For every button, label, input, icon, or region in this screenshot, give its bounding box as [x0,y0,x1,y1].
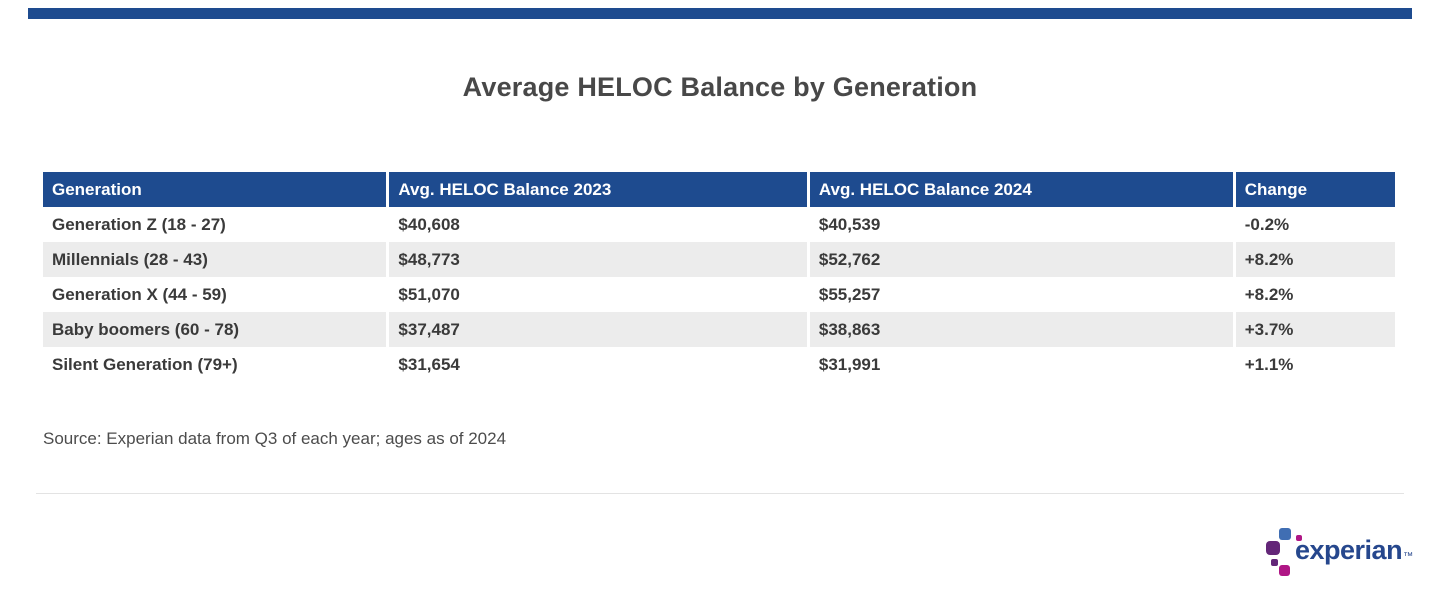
cell-change: +3.7% [1232,312,1395,347]
column-header-generation: Generation [43,172,387,207]
top-accent-bar [28,8,1412,19]
cell-balance-2023: $51,070 [386,277,806,312]
cell-change: -0.2% [1232,207,1395,242]
cell-balance-2024: $40,539 [806,207,1233,242]
table-row-baby-boomers: Baby boomers (60 - 78) $37,487 $38,863 +… [43,312,1395,347]
logo-dot-magenta-icon [1279,565,1290,576]
cell-generation: Baby boomers (60 - 78) [43,312,387,347]
heloc-balance-table: Generation Avg. HELOC Balance 2023 Avg. … [43,172,1395,382]
table-row-millennials: Millennials (28 - 43) $48,773 $52,762 +8… [43,242,1395,277]
logo-dot-small-magenta-icon [1296,535,1302,541]
table-row-gen-x: Generation X (44 - 59) $51,070 $55,257 +… [43,277,1395,312]
cell-change: +8.2% [1232,242,1395,277]
source-note: Source: Experian data from Q3 of each ye… [43,429,507,448]
logo-dot-purple-icon [1266,541,1280,555]
logo-dot-blue-icon [1279,528,1291,540]
cell-balance-2024: $31,991 [806,347,1233,382]
cell-balance-2024: $38,863 [806,312,1233,347]
cell-generation: Generation X (44 - 59) [52,284,227,304]
table-row-silent-generation: Silent Generation (79+) $31,654 $31,991 … [43,347,1395,382]
footer-divider [36,493,1404,494]
table-header-row: Generation Avg. HELOC Balance 2023 Avg. … [43,172,1395,207]
cell-balance-2023: $31,654 [386,347,806,382]
cell-balance-2023: $48,773 [386,242,807,277]
column-header-balance-2023: Avg. HELOC Balance 2023 [386,172,807,207]
cell-balance-2023: $37,487 [386,312,807,347]
cell-balance-2024: $55,257 [806,277,1233,312]
table-row-gen-z: Generation Z (18 - 27) $40,608 $40,539 -… [43,207,1395,242]
column-header-change: Change [1232,172,1395,207]
column-header-balance-2024: Avg. HELOC Balance 2024 [806,172,1233,207]
cell-generation: Silent Generation (79+) [52,354,238,374]
cell-change: +8.2% [1232,277,1395,312]
logo-dot-small-purple-icon [1271,559,1278,566]
page-title: Average HELOC Balance by Generation [462,72,978,102]
experian-wordmark: experian™ [1295,535,1413,566]
experian-wordmark-text: experian [1295,535,1403,565]
experian-logo: experian™ [1263,523,1413,587]
cell-balance-2024: $52,762 [806,242,1233,277]
cell-change: +1.1% [1232,347,1395,382]
trademark-symbol: ™ [1403,551,1413,562]
cell-balance-2023: $40,608 [386,207,806,242]
cell-generation: Millennials (28 - 43) [43,242,387,277]
cell-generation: Generation Z (18 - 27) [52,214,226,234]
